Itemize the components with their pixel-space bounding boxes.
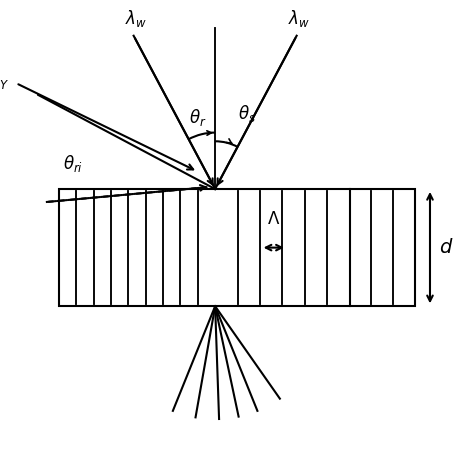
Text: $\Lambda$: $\Lambda$	[267, 210, 280, 228]
Bar	[59, 189, 415, 306]
Text: $\theta_{ri}$: $\theta_{ri}$	[63, 153, 83, 174]
Text: $\lambda_w$: $\lambda_w$	[288, 8, 310, 29]
Text: $\lambda_w$: $\lambda_w$	[125, 8, 147, 29]
Text: $\lambda_Y$: $\lambda_Y$	[0, 71, 9, 91]
Text: $\theta_r$: $\theta_r$	[189, 107, 206, 128]
Text: $\theta_s$: $\theta_s$	[238, 103, 256, 124]
Text: $d$: $d$	[438, 238, 453, 257]
